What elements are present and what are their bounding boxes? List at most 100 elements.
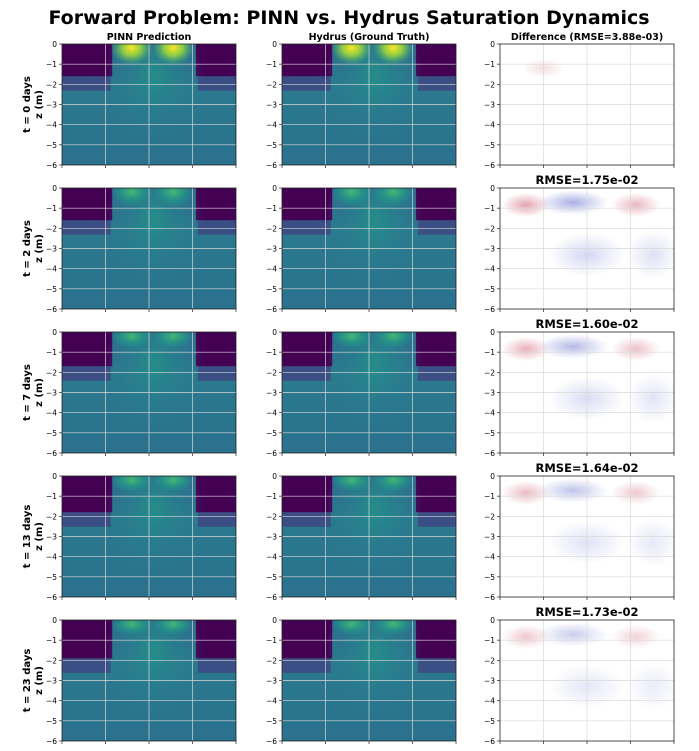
rmse-title: RMSE=1.64e-02 [535,461,638,475]
row-label: t = 0 days [22,76,33,133]
y-tick-label: −6 [484,737,495,746]
y-tick-label: −5 [46,141,57,150]
transition-band [282,220,331,235]
y-tick-label: −6 [484,161,495,170]
dry-zone-left [282,620,333,659]
y-tick-label: −5 [266,717,277,726]
y-tick-label: −5 [266,429,277,438]
y-tick-label: −4 [484,697,495,706]
wet-spot [152,44,195,65]
positive-error-blob [501,480,551,506]
transition-band [282,658,331,673]
infiltration-plume [325,476,423,573]
y-tick-label: 0 [490,184,495,193]
y-tick-label: −5 [484,429,495,438]
wet-spot [330,476,373,492]
transition-band [62,658,111,673]
dry-zone-left [282,44,333,77]
panel: 0 −1 −2 −3 −4 −5 −6 RMSE=1.73e-02 [484,605,675,746]
y-tick-label: −5 [484,717,495,726]
y-tick-label: −2 [46,656,57,665]
y-tick-label: −5 [266,285,277,294]
y-tick-label: −5 [46,717,57,726]
dry-zone-left [62,476,113,513]
infiltration-plume [325,332,423,429]
y-tick-label: −1 [484,492,495,501]
y-tick-label: −4 [266,697,277,706]
y-tick-label: −6 [46,305,57,314]
transition-band [417,76,456,91]
y-tick-label: 0 [272,616,277,625]
wet-spot [152,188,195,207]
negative-error-blob [538,622,608,647]
wet-spot [330,332,373,349]
transition-band [62,76,111,91]
dry-zone-left [62,620,113,659]
negative-error-blob [627,518,674,567]
infiltration-plume [105,620,203,717]
panel: 0 −1 −2 −3 −4 −5 −6 [266,472,457,602]
y-tick-label: −3 [266,533,277,542]
panel: 0 −1 −2 −3 −4 −5 −6 [266,328,457,458]
y-tick-label: −3 [484,101,495,110]
y-tick-label: −5 [46,573,57,582]
wet-spot [110,188,153,207]
negative-error-blob [627,662,674,711]
wet-spot [372,332,415,349]
y-tick-label: −3 [46,245,57,254]
y-tick-label: −2 [484,224,495,233]
panel: 0 −1 −2 −3 −4 −5 −6 [46,40,237,170]
y-tick-label: −1 [484,348,495,357]
y-tick-label: −2 [46,512,57,521]
y-tick-label: −2 [266,656,277,665]
y-tick-label: −2 [46,224,57,233]
y-tick-label: −3 [266,677,277,686]
y-tick-label: −3 [266,389,277,398]
y-axis-label: z (m) [34,522,45,551]
panel: 0 −1 −2 −3 −4 −5 −6 [484,40,675,170]
y-tick-label: −1 [46,492,57,501]
y-tick-label: 0 [490,472,495,481]
y-tick-label: −2 [266,512,277,521]
infiltration-plume [105,332,203,429]
y-tick-label: −4 [46,121,57,130]
y-tick-label: −3 [46,533,57,542]
y-tick-label: −4 [266,265,277,274]
transition-band [417,220,456,235]
y-tick-label: −6 [46,449,57,458]
wet-spot [330,188,373,207]
y-axis-label: z (m) [34,90,45,119]
y-tick-label: −4 [484,553,495,562]
transition-band [282,76,331,91]
y-tick-label: −2 [46,80,57,89]
transition-band [417,658,456,673]
positive-error-blob [501,624,551,650]
transition-band [282,366,331,381]
wet-spot [152,476,195,492]
y-tick-label: 0 [272,328,277,337]
wet-spot [372,188,415,207]
panel: 0 −1 −2 −3 −4 −5 −6 RMSE=1.75e-02 [484,173,675,314]
y-tick-label: −3 [484,533,495,542]
positive-error-blob [611,336,661,362]
panel-grid: t = 0 days z (m)0−1−2−3−4−5−60−1−2−3−4−5−… [22,40,675,746]
y-tick-label: −4 [46,409,57,418]
y-tick-label: −4 [484,265,495,274]
y-tick-label: −6 [46,737,57,746]
y-tick-label: −1 [484,636,495,645]
y-tick-label: −4 [266,121,277,130]
y-tick-label: −4 [266,553,277,562]
y-tick-label: −3 [46,101,57,110]
y-tick-label: −5 [46,285,57,294]
wet-spot [372,620,415,636]
y-tick-label: 0 [52,184,57,193]
transition-band [62,220,111,235]
y-tick-label: −6 [46,161,57,170]
y-tick-label: 0 [272,40,277,49]
rmse-title: RMSE=1.60e-02 [535,317,638,331]
wet-spot [110,620,153,636]
y-tick-label: −2 [484,80,495,89]
y-tick-label: −6 [266,305,277,314]
infiltration-plume [325,620,423,717]
